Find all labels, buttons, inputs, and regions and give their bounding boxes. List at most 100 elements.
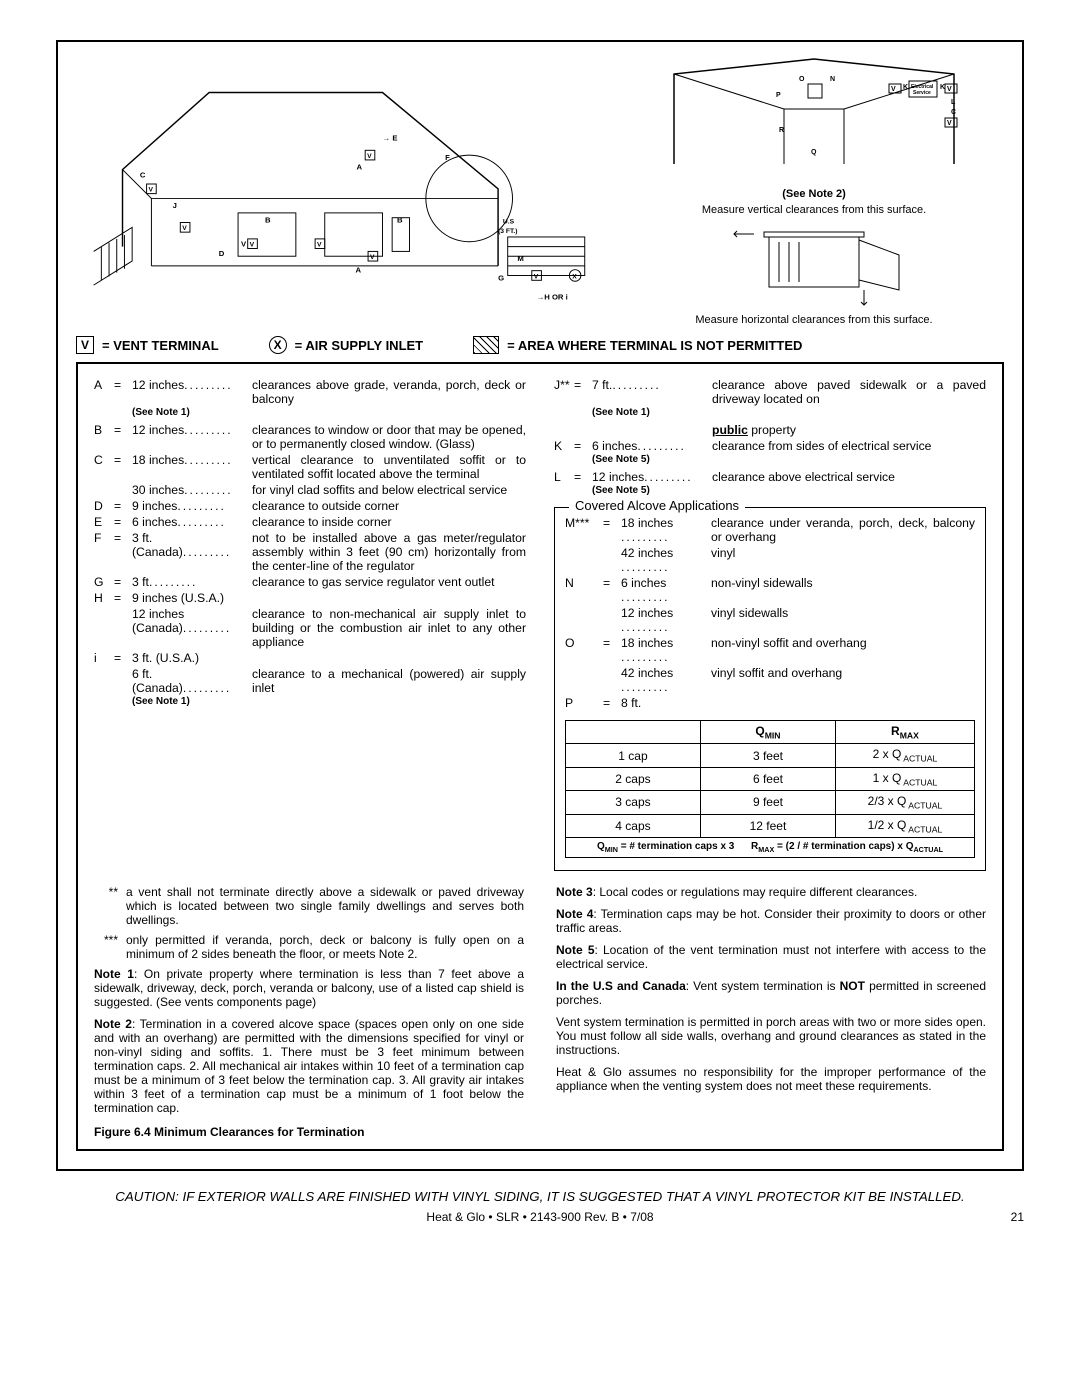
clearance-row: J**=7 ft..........clearance above paved …: [554, 378, 986, 406]
figure-caption: Figure 6.4 Minimum Clearances for Termin…: [94, 1125, 524, 1139]
clearance-row: public property: [554, 423, 986, 437]
note-item: *** only permitted if veranda, porch, de…: [94, 933, 524, 961]
svg-text:V: V: [370, 254, 375, 261]
clearance-row: K=6 inches.........clearance from sides …: [554, 439, 986, 453]
content-box: A=12 inches.........clearances above gra…: [76, 362, 1004, 1151]
note-item: ** a vent shall not terminate directly a…: [94, 885, 524, 927]
note-paragraph: Note 5: Location of the vent termination…: [556, 943, 986, 971]
notes-area: ** a vent shall not terminate directly a…: [94, 885, 986, 1139]
svg-text:V: V: [947, 86, 952, 93]
table-row: 1 cap3 feet 2 x Q ACTUAL: [566, 744, 975, 767]
svg-text:V: V: [317, 242, 322, 249]
legend-hatch: [473, 336, 499, 354]
lbl-m: M: [517, 254, 523, 263]
table-row: QMIN RMAX: [566, 721, 975, 744]
table-row: 2 caps6 feet 1 x Q ACTUAL: [566, 767, 975, 790]
svg-text:V: V: [947, 120, 952, 127]
clearance-row: 42 inches ......... vinyl: [565, 546, 975, 574]
clearance-row: 42 inches ......... vinyl soffit and ove…: [565, 666, 975, 694]
lbl-f: F: [445, 153, 450, 162]
note-paragraph: Vent system termination is permitted in …: [556, 1015, 986, 1057]
page: V V V V V V V X C J D B B V A: [0, 0, 1080, 1248]
lbl-d: D: [219, 249, 225, 258]
alcove-list: M*** = 18 inches ......... clearance und…: [565, 516, 975, 710]
svg-text:L: L: [951, 99, 956, 106]
svg-text:R: R: [779, 127, 784, 134]
lbl-j: J: [173, 201, 177, 210]
footer-text: Heat & Glo • SLR • 2143-900 Rev. B • 7/0…: [426, 1210, 653, 1224]
lbl-a2: A: [357, 163, 363, 172]
svg-text:C: C: [951, 109, 956, 116]
clearance-row: i=3 ft. (U.S.A.): [94, 651, 526, 665]
table-formula-row: QMIN = # termination caps x 3 RMAX = (2 …: [566, 837, 975, 857]
lbl-g: G: [498, 273, 504, 282]
lbl-b2: B: [397, 216, 403, 225]
svg-text:V: V: [891, 86, 896, 93]
clearance-row: 12 inches ......... vinyl sidewalls: [565, 606, 975, 634]
legend-hatch-label: = AREA WHERE TERMINAL IS NOT PERMITTED: [507, 338, 802, 353]
clearance-row: 30 inches.........for vinyl clad soffits…: [94, 483, 526, 497]
table-row: 4 caps12 feet 1/2 x Q ACTUAL: [566, 814, 975, 837]
clearance-row: 6 ft. (Canada).........clearance to a me…: [94, 667, 526, 695]
vent-cap-diagram-svg: [704, 220, 924, 310]
legend-x-circle: X: [269, 336, 287, 354]
svg-text:Service: Service: [913, 90, 931, 96]
lbl-e: → E: [383, 134, 398, 143]
note-paragraph: Note 2: Termination in a covered alcove …: [94, 1017, 524, 1115]
clearance-row: P = 8 ft.: [565, 696, 975, 710]
clearance-row: D=9 inches.........clearance to outside …: [94, 499, 526, 513]
alcove-title: Covered Alcove Applications: [569, 498, 745, 513]
alcove-box: Covered Alcove Applications M*** = 18 in…: [554, 507, 986, 871]
clearance-row: L=12 inches.........clearance above elec…: [554, 470, 986, 484]
legend-v-box: V: [76, 336, 94, 354]
svg-text:K: K: [940, 84, 945, 91]
measure-horiz: Measure horizontal clearances from this …: [695, 314, 932, 326]
house-diagram-svg: V V V V V V V X C J D B B V A: [76, 54, 612, 314]
svg-text:K: K: [903, 84, 908, 91]
legend-v-label: = VENT TERMINAL: [102, 338, 219, 353]
alcove-diagram-svg: O N P R Q V V Electrical Service K K L C…: [664, 54, 964, 184]
clearance-row: N = 6 inches ......... non-vinyl sidewal…: [565, 576, 975, 604]
clearance-row: A=12 inches.........clearances above gra…: [94, 378, 526, 406]
lbl-h: →H OR i: [537, 293, 568, 302]
clearance-row: O = 18 inches ......... non-vinyl soffit…: [565, 636, 975, 664]
lbl-a: A: [356, 266, 362, 275]
see-note-2: (See Note 2): [782, 188, 846, 200]
svg-text:U.S: U.S: [503, 218, 515, 225]
clearance-note: (See Note 5): [554, 454, 986, 465]
clearance-row: C=18 inches.........vertical clearance t…: [94, 453, 526, 481]
lbl-c: C: [140, 170, 146, 179]
table-row: 3 caps9 feet 2/3 x Q ACTUAL: [566, 791, 975, 814]
note-paragraph: Note 3: Local codes or regulations may r…: [556, 885, 986, 899]
svg-text:N: N: [830, 76, 835, 83]
clearance-note: (See Note 5): [554, 485, 986, 496]
clearance-row: M*** = 18 inches ......... clearance und…: [565, 516, 975, 544]
right-list: J**=7 ft..........clearance above paved …: [554, 378, 986, 499]
svg-text:P: P: [776, 92, 781, 99]
note-paragraph: Heat & Glo assumes no responsibility for…: [556, 1065, 986, 1093]
columns: A=12 inches.........clearances above gra…: [94, 378, 986, 871]
clearance-note: (See Note 1): [94, 407, 526, 418]
lbl-v2: V: [241, 240, 247, 249]
diagrams-row: V V V V V V V X C J D B B V A: [76, 54, 1004, 326]
caution-text: CAUTION: IF EXTERIOR WALLS ARE FINISHED …: [56, 1189, 1024, 1204]
svg-text:V: V: [149, 187, 154, 194]
house-diagram: V V V V V V V X C J D B B V A: [76, 54, 612, 326]
svg-text:V: V: [534, 273, 539, 280]
note-paragraph: In the U.S and Canada: Vent system termi…: [556, 979, 986, 1007]
footer: Heat & Glo • SLR • 2143-900 Rev. B • 7/0…: [56, 1210, 1024, 1224]
note-paragraph: Note 1: On private property where termin…: [94, 967, 524, 1009]
svg-text:(3 FT.): (3 FT.): [498, 228, 517, 235]
left-column: A=12 inches.........clearances above gra…: [94, 378, 526, 871]
lbl-b: B: [265, 216, 271, 225]
clearance-row: F=3 ft. (Canada).........not to be insta…: [94, 531, 526, 573]
right-diagrams: O N P R Q V V Electrical Service K K L C…: [624, 54, 1004, 326]
clearance-note: (See Note 1): [94, 696, 526, 707]
legend-x-label: = AIR SUPPLY INLET: [295, 338, 423, 353]
svg-text:O: O: [799, 76, 805, 83]
svg-text:V: V: [182, 225, 187, 232]
notes-right: Note 3: Local codes or regulations may r…: [556, 885, 986, 1139]
legend-row: V = VENT TERMINAL X = AIR SUPPLY INLET =…: [76, 336, 1004, 354]
clearance-row: H=9 inches (U.S.A.): [94, 591, 526, 605]
left-list: A=12 inches.........clearances above gra…: [94, 378, 526, 710]
